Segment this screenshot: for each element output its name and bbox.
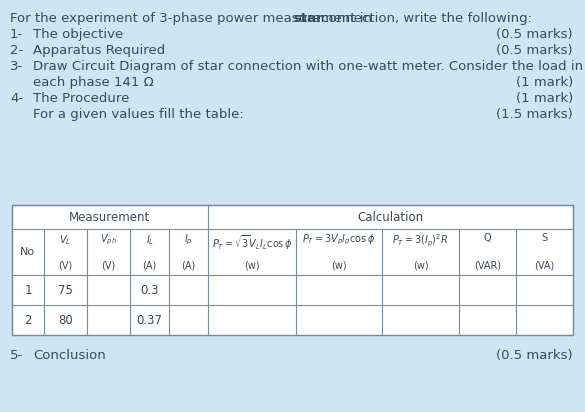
Text: $P_T= 3V_pI_p\cos\phi$: $P_T= 3V_pI_p\cos\phi$ [302, 233, 376, 247]
Text: The objective: The objective [33, 28, 123, 41]
Text: (V): (V) [58, 261, 73, 271]
Text: Q: Q [484, 233, 491, 243]
Text: 2-: 2- [10, 44, 23, 57]
Text: (V): (V) [102, 261, 116, 271]
Text: 2: 2 [24, 314, 32, 326]
Text: (w): (w) [245, 261, 260, 271]
Text: The Procedure: The Procedure [33, 92, 129, 105]
Text: $I_L$: $I_L$ [146, 233, 154, 247]
Text: $P_T= 3(I_p)^2 R$: $P_T= 3(I_p)^2 R$ [393, 233, 449, 249]
Text: 5-: 5- [10, 349, 23, 362]
Text: For a given values fill the table:: For a given values fill the table: [33, 108, 244, 121]
Text: each phase 141 Ω: each phase 141 Ω [33, 76, 154, 89]
Text: (w): (w) [412, 261, 428, 271]
Text: (A): (A) [181, 261, 195, 271]
Text: 80: 80 [58, 314, 73, 326]
Text: 0.3: 0.3 [140, 283, 159, 297]
Text: $I_p$: $I_p$ [184, 233, 193, 247]
Text: 1: 1 [24, 283, 32, 297]
Text: Measurement: Measurement [69, 211, 150, 223]
Text: star: star [294, 12, 323, 25]
Text: For the experiment of 3-phase power measurement in: For the experiment of 3-phase power meas… [10, 12, 376, 25]
Text: $P_T= \sqrt{3}V_LI_L\cos\phi$: $P_T= \sqrt{3}V_LI_L\cos\phi$ [212, 233, 292, 252]
Text: Apparatus Required: Apparatus Required [33, 44, 165, 57]
Text: 3-: 3- [10, 60, 23, 73]
Text: (0.5 marks): (0.5 marks) [497, 44, 573, 57]
Text: (1 mark): (1 mark) [516, 92, 573, 105]
Text: (A): (A) [143, 261, 157, 271]
Text: connection, write the following:: connection, write the following: [318, 12, 532, 25]
Bar [12, 205, 573, 335]
Text: (0.5 marks): (0.5 marks) [497, 349, 573, 362]
Text: Draw Circuit Diagram of star connection with one-watt meter. Consider the load i: Draw Circuit Diagram of star connection … [33, 60, 583, 73]
Text: (VAR): (VAR) [474, 261, 501, 271]
Text: $V_L$: $V_L$ [60, 233, 71, 247]
Text: Calculation: Calculation [357, 211, 424, 223]
Text: Conclusion: Conclusion [33, 349, 106, 362]
Text: 0.37: 0.37 [137, 314, 163, 326]
Text: S: S [542, 233, 548, 243]
Text: (w): (w) [331, 261, 347, 271]
Text: (0.5 marks): (0.5 marks) [497, 28, 573, 41]
Text: (1.5 marks): (1.5 marks) [496, 108, 573, 121]
Text: (VA): (VA) [535, 261, 555, 271]
Text: (1 mark): (1 mark) [516, 76, 573, 89]
Text: $V_{ph}$: $V_{ph}$ [100, 233, 117, 247]
Text: No: No [20, 247, 36, 257]
Text: 4-: 4- [10, 92, 23, 105]
Text: 1-: 1- [10, 28, 23, 41]
Text: 75: 75 [58, 283, 73, 297]
